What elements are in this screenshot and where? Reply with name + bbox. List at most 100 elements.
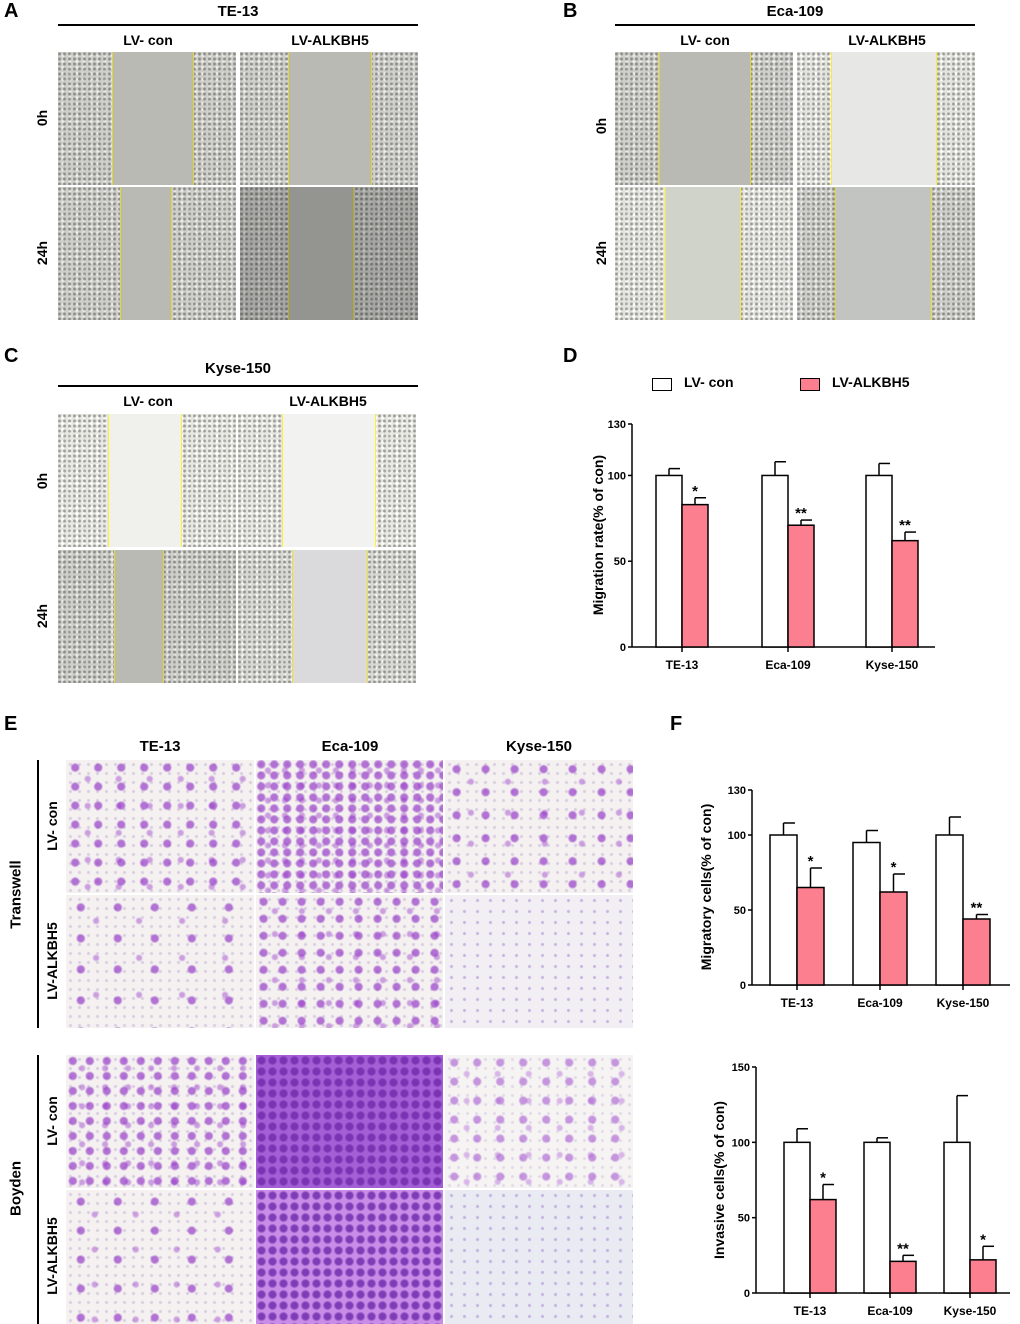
bar-lv-con — [852, 841, 881, 986]
col-label: TE-13 — [139, 738, 181, 755]
x-tick-label: TE-13 — [666, 658, 699, 672]
group-bracket — [37, 760, 39, 1028]
x-tick-label: Eca-109 — [765, 658, 811, 672]
significance-mark: * — [808, 853, 814, 870]
bar-lv-con — [761, 474, 789, 648]
panel-a-title: TE-13 — [217, 3, 259, 20]
wound-image — [240, 52, 418, 185]
x-tick-label: Eca-109 — [857, 996, 903, 1010]
legend-swatch-con — [652, 378, 672, 391]
panel-label-d: D — [563, 345, 578, 367]
bar-lv-alkbh5 — [787, 524, 815, 648]
stain-image — [66, 895, 254, 1028]
wound-image — [238, 414, 416, 547]
stain-image — [256, 895, 443, 1028]
y-tick-label: 50 — [734, 905, 746, 917]
y-tick-label: 0 — [740, 980, 746, 992]
significance-mark: * — [891, 859, 897, 876]
bar-lv-con — [655, 474, 683, 648]
significance-mark: ** — [897, 1240, 909, 1257]
col-label: Kyse-150 — [506, 738, 572, 755]
bar-lv-alkbh5 — [962, 918, 991, 986]
panel-label-a: A — [4, 0, 19, 22]
bar-lv-alkbh5 — [891, 539, 919, 648]
bar-lv-alkbh5 — [809, 1198, 837, 1294]
x-tick-label: TE-13 — [781, 996, 814, 1010]
y-tick-label: 130 — [608, 419, 626, 431]
col-label: LV- con — [123, 393, 173, 409]
panel-b-title: Eca-109 — [766, 3, 824, 20]
stain-image — [66, 1055, 254, 1188]
stain-image — [445, 895, 633, 1028]
bar-lv-con — [863, 1141, 891, 1294]
wound-image — [58, 550, 236, 683]
bar-lv-con — [865, 474, 893, 648]
x-tick-label: Kyse-150 — [866, 658, 919, 672]
panel-label-e: E — [4, 713, 18, 735]
y-tick-label: 100 — [728, 830, 746, 842]
y-axis-title: Invasive cells(% of con) — [711, 1101, 727, 1259]
y-tick-label: 0 — [620, 642, 626, 654]
col-label: LV- con — [123, 32, 173, 48]
wound-image — [58, 52, 236, 185]
x-tick-label: Kyse-150 — [944, 1304, 997, 1318]
bar-lv-alkbh5 — [969, 1259, 997, 1294]
panel-label-c: C — [4, 345, 19, 367]
stain-image — [66, 760, 254, 893]
y-tick-label: 100 — [732, 1137, 750, 1149]
col-label: LV-ALKBH5 — [848, 32, 926, 48]
stain-image — [445, 1055, 633, 1188]
y-tick-label: 150 — [732, 1062, 750, 1074]
y-tick-label: 130 — [728, 785, 746, 797]
group-bracket — [37, 1055, 39, 1324]
wound-image — [58, 187, 236, 320]
legend-label: LV-ALKBH5 — [832, 374, 910, 390]
panel-c-title: Kyse-150 — [205, 360, 271, 377]
wound-image — [797, 187, 975, 320]
significance-mark: * — [820, 1170, 826, 1187]
wound-image — [615, 52, 793, 185]
stain-image — [445, 1190, 633, 1324]
wound-image — [797, 52, 975, 185]
stain-image — [445, 760, 633, 893]
significance-mark: ** — [795, 505, 807, 522]
wound-image — [615, 187, 793, 320]
stain-image — [256, 1055, 443, 1188]
bar-lv-alkbh5 — [681, 503, 709, 648]
wound-image — [58, 414, 236, 547]
divider — [58, 24, 418, 26]
x-tick-label: TE-13 — [794, 1304, 827, 1318]
bar-lv-alkbh5 — [889, 1260, 917, 1294]
stain-image — [66, 1190, 254, 1324]
x-tick-label: Eca-109 — [867, 1304, 913, 1318]
legend-label: LV- con — [684, 374, 734, 390]
col-label: Eca-109 — [321, 738, 379, 755]
significance-mark: * — [980, 1231, 986, 1248]
bar-lv-con — [935, 834, 964, 986]
significance-mark: * — [692, 483, 698, 500]
divider — [615, 24, 975, 26]
significance-mark: ** — [899, 517, 911, 534]
y-tick-label: 100 — [608, 470, 626, 482]
x-tick-label: Kyse-150 — [937, 996, 990, 1010]
bar-lv-alkbh5 — [796, 886, 825, 986]
col-label: LV-ALKBH5 — [289, 393, 367, 409]
bar-lv-con — [769, 834, 798, 986]
y-tick-label: 0 — [744, 1288, 750, 1300]
stain-image — [256, 760, 443, 893]
y-axis-title: Migratory cells(% of con) — [698, 804, 714, 970]
y-tick-label: 50 — [738, 1213, 750, 1225]
stain-image — [256, 1190, 443, 1324]
col-label: LV-ALKBH5 — [291, 32, 369, 48]
bar-lv-alkbh5 — [879, 891, 908, 986]
wound-image — [238, 550, 416, 683]
significance-mark: ** — [971, 900, 983, 917]
bar-lv-con — [783, 1141, 811, 1294]
col-label: LV- con — [680, 32, 730, 48]
panel-label-b: B — [563, 0, 578, 22]
y-axis-title: Migration rate(% of con) — [590, 455, 606, 615]
divider — [58, 385, 418, 387]
bar-lv-con — [943, 1141, 971, 1294]
